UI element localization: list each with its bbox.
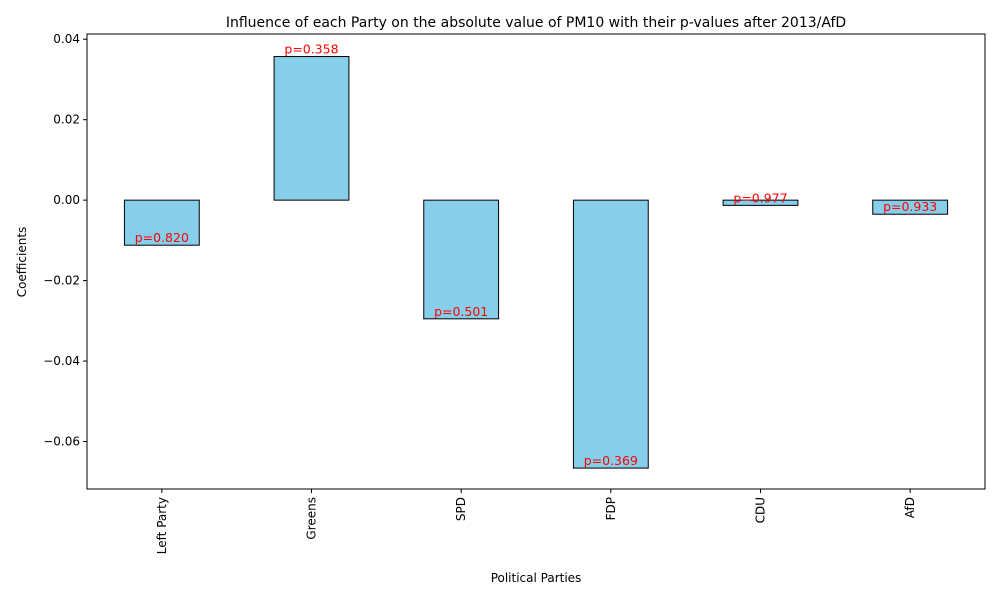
y-tick-label: −0.04 (43, 354, 80, 368)
bar-greens (273, 56, 350, 201)
x-tick-label: CDU (754, 497, 768, 523)
x-tick-label: Left Party (155, 497, 169, 554)
x-tick-label: FDP (604, 497, 618, 520)
bars-group (123, 56, 949, 469)
p-value-label: p=0.501 (434, 304, 488, 319)
bar-fdp (572, 199, 649, 469)
y-tick-label: −0.02 (43, 274, 80, 288)
y-axis: −0.06 −0.04 −0.02 0.00 0.02 0.04 (43, 32, 87, 449)
p-value-label: p=0.358 (284, 42, 338, 57)
x-axis-label: Political Parties (491, 571, 582, 585)
bar-cdu (722, 199, 799, 206)
x-tick-label: SPD (454, 497, 468, 521)
x-axis: Left Party Greens SPD FDP CDU AfD (155, 489, 917, 554)
annotations-group: p=0.820 p=0.358 p=0.501 p=0.369 p=0.977 p=0.9… (135, 42, 938, 469)
x-tick-label: Greens (305, 497, 319, 540)
y-tick-label: 0.02 (53, 113, 80, 127)
y-tick-label: 0.00 (53, 193, 80, 207)
chart-title: Influence of each Party on the absolute … (226, 15, 846, 31)
p-value-label: p=0.933 (883, 199, 937, 214)
y-tick-label: 0.04 (53, 32, 80, 46)
y-tick-label: −0.06 (43, 435, 80, 449)
p-value-label: p=0.820 (135, 230, 189, 245)
x-tick-label: AfD (903, 497, 917, 518)
bar-afd (872, 199, 949, 215)
plot-frame (86, 33, 986, 490)
p-value-label: p=0.369 (584, 453, 638, 468)
y-axis-label: Coefficients (15, 227, 29, 298)
p-value-label: p=0.977 (733, 190, 787, 205)
bar-left-party (123, 199, 200, 246)
bar-spd (423, 199, 500, 320)
